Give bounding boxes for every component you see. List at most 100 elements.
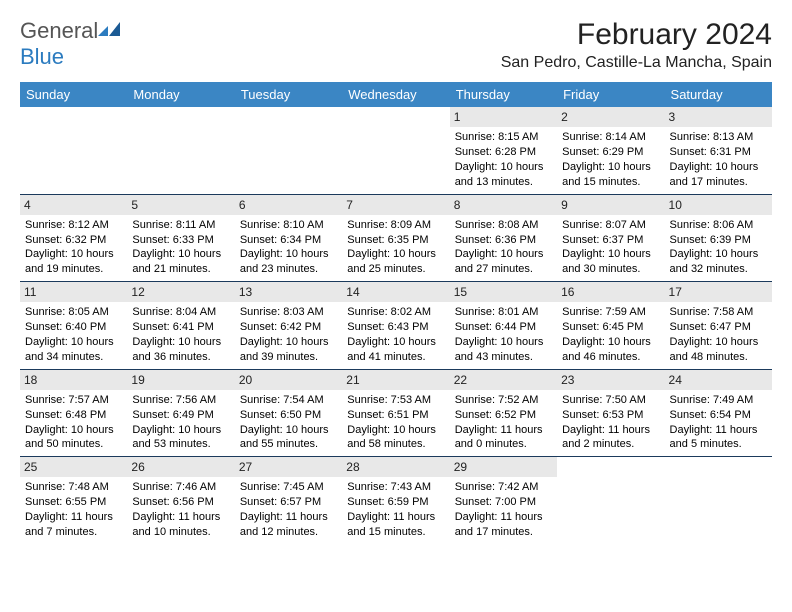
sunrise-text: Sunrise: 7:52 AM — [455, 393, 552, 408]
sunrise-text: Sunrise: 8:02 AM — [347, 305, 444, 320]
daylight-text: Daylight: 10 hours and 39 minutes. — [240, 335, 337, 365]
day-number: 22 — [450, 370, 557, 390]
calendar-cell: 29Sunrise: 7:42 AMSunset: 7:00 PMDayligh… — [450, 457, 557, 544]
sunrise-text: Sunrise: 7:49 AM — [670, 393, 767, 408]
day-number: 1 — [450, 107, 557, 127]
daylight-text: Daylight: 10 hours and 58 minutes. — [347, 423, 444, 453]
daylight-text: Daylight: 10 hours and 32 minutes. — [670, 247, 767, 277]
day-number: 10 — [665, 195, 772, 215]
daylight-text: Daylight: 10 hours and 21 minutes. — [132, 247, 229, 277]
sunrise-text: Sunrise: 8:04 AM — [132, 305, 229, 320]
day-number: 17 — [665, 282, 772, 302]
sunset-text: Sunset: 7:00 PM — [455, 495, 552, 510]
calendar-cell: 23Sunrise: 7:50 AMSunset: 6:53 PMDayligh… — [557, 370, 664, 457]
day-number: 23 — [557, 370, 664, 390]
calendar-cell: 9Sunrise: 8:07 AMSunset: 6:37 PMDaylight… — [557, 195, 664, 282]
day-number: 28 — [342, 457, 449, 477]
calendar-cell: 4Sunrise: 8:12 AMSunset: 6:32 PMDaylight… — [20, 195, 127, 282]
calendar-cell: 21Sunrise: 7:53 AMSunset: 6:51 PMDayligh… — [342, 370, 449, 457]
logo-word-1: General — [20, 18, 98, 43]
sunset-text: Sunset: 6:43 PM — [347, 320, 444, 335]
daylight-text: Daylight: 11 hours and 7 minutes. — [25, 510, 122, 540]
calendar-cell-empty — [127, 107, 234, 194]
calendar-cell: 20Sunrise: 7:54 AMSunset: 6:50 PMDayligh… — [235, 370, 342, 457]
day-number: 20 — [235, 370, 342, 390]
calendar-cell: 8Sunrise: 8:08 AMSunset: 6:36 PMDaylight… — [450, 195, 557, 282]
sunrise-text: Sunrise: 8:10 AM — [240, 218, 337, 233]
sunrise-text: Sunrise: 7:56 AM — [132, 393, 229, 408]
weekday-header: Sunday — [20, 82, 127, 107]
daylight-text: Daylight: 10 hours and 13 minutes. — [455, 160, 552, 190]
sunrise-text: Sunrise: 8:15 AM — [455, 130, 552, 145]
sunrise-text: Sunrise: 7:43 AM — [347, 480, 444, 495]
sunset-text: Sunset: 6:42 PM — [240, 320, 337, 335]
sunset-text: Sunset: 6:28 PM — [455, 145, 552, 160]
sunset-text: Sunset: 6:39 PM — [670, 233, 767, 248]
day-number: 15 — [450, 282, 557, 302]
daylight-text: Daylight: 10 hours and 48 minutes. — [670, 335, 767, 365]
daylight-text: Daylight: 11 hours and 12 minutes. — [240, 510, 337, 540]
sunrise-text: Sunrise: 8:12 AM — [25, 218, 122, 233]
sunrise-text: Sunrise: 7:46 AM — [132, 480, 229, 495]
calendar-cell-empty — [665, 457, 772, 544]
day-number: 2 — [557, 107, 664, 127]
day-number: 13 — [235, 282, 342, 302]
daylight-text: Daylight: 10 hours and 50 minutes. — [25, 423, 122, 453]
day-number: 24 — [665, 370, 772, 390]
calendar-cell: 3Sunrise: 8:13 AMSunset: 6:31 PMDaylight… — [665, 107, 772, 194]
sunrise-text: Sunrise: 7:42 AM — [455, 480, 552, 495]
calendar-cell-empty — [342, 107, 449, 194]
day-number: 5 — [127, 195, 234, 215]
calendar-cell: 10Sunrise: 8:06 AMSunset: 6:39 PMDayligh… — [665, 195, 772, 282]
calendar-cell: 17Sunrise: 7:58 AMSunset: 6:47 PMDayligh… — [665, 282, 772, 369]
logo-text: General Blue — [20, 18, 120, 70]
calendar-cell: 7Sunrise: 8:09 AMSunset: 6:35 PMDaylight… — [342, 195, 449, 282]
sunset-text: Sunset: 6:57 PM — [240, 495, 337, 510]
day-number: 12 — [127, 282, 234, 302]
calendar-cell: 12Sunrise: 8:04 AMSunset: 6:41 PMDayligh… — [127, 282, 234, 369]
calendar-cell: 28Sunrise: 7:43 AMSunset: 6:59 PMDayligh… — [342, 457, 449, 544]
sunset-text: Sunset: 6:50 PM — [240, 408, 337, 423]
sunset-text: Sunset: 6:31 PM — [670, 145, 767, 160]
day-number: 21 — [342, 370, 449, 390]
sunset-text: Sunset: 6:53 PM — [562, 408, 659, 423]
sunrise-text: Sunrise: 7:48 AM — [25, 480, 122, 495]
sunrise-text: Sunrise: 8:01 AM — [455, 305, 552, 320]
sunrise-text: Sunrise: 8:03 AM — [240, 305, 337, 320]
day-number: 7 — [342, 195, 449, 215]
sunset-text: Sunset: 6:47 PM — [670, 320, 767, 335]
calendar-cell: 24Sunrise: 7:49 AMSunset: 6:54 PMDayligh… — [665, 370, 772, 457]
daylight-text: Daylight: 11 hours and 10 minutes. — [132, 510, 229, 540]
day-number: 6 — [235, 195, 342, 215]
logo-mark-icon — [98, 20, 120, 38]
sunrise-text: Sunrise: 8:09 AM — [347, 218, 444, 233]
calendar-cell: 1 Sunrise: 8:15 AMSunset: 6:28 PMDaylight… — [450, 107, 557, 194]
calendar-cell: 27Sunrise: 7:45 AMSunset: 6:57 PMDayligh… — [235, 457, 342, 544]
sunset-text: Sunset: 6:33 PM — [132, 233, 229, 248]
calendar-cell-empty — [235, 107, 342, 194]
sunset-text: Sunset: 6:40 PM — [25, 320, 122, 335]
sunset-text: Sunset: 6:34 PM — [240, 233, 337, 248]
daylight-text: Daylight: 10 hours and 53 minutes. — [132, 423, 229, 453]
calendar-cell: 2Sunrise: 8:14 AMSunset: 6:29 PMDaylight… — [557, 107, 664, 194]
sunset-text: Sunset: 6:44 PM — [455, 320, 552, 335]
sunrise-text: Sunrise: 7:59 AM — [562, 305, 659, 320]
day-number: 27 — [235, 457, 342, 477]
weekday-header: Wednesday — [342, 82, 449, 107]
daylight-text: Daylight: 11 hours and 15 minutes. — [347, 510, 444, 540]
daylight-text: Daylight: 10 hours and 23 minutes. — [240, 247, 337, 277]
sunset-text: Sunset: 6:49 PM — [132, 408, 229, 423]
sunrise-text: Sunrise: 7:50 AM — [562, 393, 659, 408]
daylight-text: Daylight: 10 hours and 15 minutes. — [562, 160, 659, 190]
calendar-cell: 15Sunrise: 8:01 AMSunset: 6:44 PMDayligh… — [450, 282, 557, 369]
daylight-text: Daylight: 11 hours and 17 minutes. — [455, 510, 552, 540]
daylight-text: Daylight: 10 hours and 17 minutes. — [670, 160, 767, 190]
daylight-text: Daylight: 11 hours and 5 minutes. — [670, 423, 767, 453]
sunrise-text: Sunrise: 7:57 AM — [25, 393, 122, 408]
daylight-text: Daylight: 11 hours and 0 minutes. — [455, 423, 552, 453]
calendar-cell: 26Sunrise: 7:46 AMSunset: 6:56 PMDayligh… — [127, 457, 234, 544]
sunset-text: Sunset: 6:41 PM — [132, 320, 229, 335]
calendar-cell: 14Sunrise: 8:02 AMSunset: 6:43 PMDayligh… — [342, 282, 449, 369]
daylight-text: Daylight: 10 hours and 41 minutes. — [347, 335, 444, 365]
weekday-header: Thursday — [450, 82, 557, 107]
